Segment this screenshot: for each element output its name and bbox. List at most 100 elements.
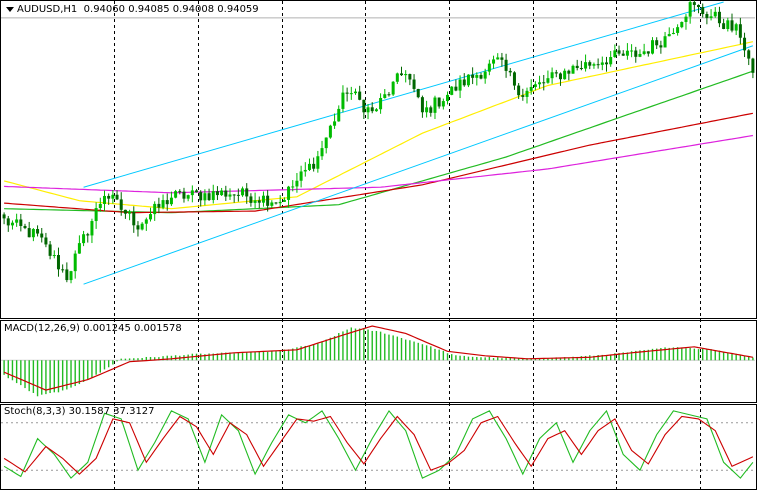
bear-candle [508,70,512,73]
bear-candle [655,40,659,46]
bull-candle [190,190,194,196]
bull-candle [475,75,479,78]
bear-candle [408,74,412,80]
bull-candle [667,34,671,37]
bull-candle [295,180,299,187]
channel-upper-line [83,1,724,188]
bear-candle [236,194,240,196]
bear-candle [747,50,751,59]
bear-candle [517,85,521,96]
bull-candle [98,203,102,209]
bull-candle [77,243,81,254]
bull-candle [492,59,496,64]
bull-candle [186,195,190,199]
bull-candle [571,65,575,74]
bear-candle [738,24,742,38]
main-pane-frame [0,0,757,319]
bull-candle [320,148,324,157]
bull-candle [324,137,328,149]
bull-candle [299,171,303,181]
bull-candle [203,193,207,201]
bear-candle [512,72,516,86]
bull-candle [52,255,56,257]
bull-candle [713,11,717,17]
bear-candle [722,23,726,29]
bull-candle [383,94,387,99]
bear-candle [65,269,69,281]
bull-candle [458,79,462,91]
bear-candle [358,91,362,100]
bear-candle [27,228,31,238]
bull-candle [174,191,178,198]
stoch-signal-line [3,415,754,475]
bear-candle [646,51,650,54]
bull-candle [31,229,35,238]
bear-candle [659,45,663,48]
bull-candle [94,208,98,222]
bear-candle [567,70,571,74]
bear-candle [579,68,583,70]
bear-candle [588,62,592,66]
bull-candle [282,199,286,202]
bull-candle [533,84,537,87]
bear-candle [717,11,721,24]
bear-candle [617,50,621,54]
bull-candle [333,121,337,126]
bear-candle [123,209,127,214]
bear-candle [416,88,420,98]
bull-candle [349,93,353,95]
bull-candle [140,223,144,230]
bear-candle [370,107,374,112]
bull-candle [307,163,311,170]
bull-candle [684,16,688,22]
channel-lower-line [83,45,754,285]
bear-candle [23,225,27,229]
symbol-label: AUDUSD,H1 [17,4,78,15]
bull-candle [404,74,408,76]
bull-candle [546,78,550,83]
macd-pane-frame [0,320,757,403]
bull-candle [483,71,487,79]
bear-candle [36,229,40,234]
bear-candle [362,99,366,113]
bull-candle [600,62,604,65]
bear-candle [215,191,219,196]
bull-candle [291,186,295,188]
bear-candle [115,194,119,200]
bull-candle [441,101,445,107]
bear-candle [86,234,90,236]
bear-candle [462,79,466,86]
bear-candle [165,200,169,205]
bear-candle [500,57,504,60]
bear-candle [621,53,625,56]
bull-candle [278,201,282,204]
bear-candle [437,97,441,107]
bear-candle [701,7,705,15]
bear-candle [312,163,316,169]
macd-signal-line [3,325,754,391]
bear-candle [743,37,747,51]
bull-candle [630,50,634,52]
bull-candle [261,195,265,203]
bull-candle [82,234,86,244]
bull-candle [316,156,320,169]
bull-candle [592,64,596,66]
bull-candle [169,197,173,205]
bear-candle [604,62,608,65]
bull-candle [228,194,232,197]
open-value: 0.94060 [83,4,126,15]
bull-candle [433,97,437,113]
bear-candle [730,20,734,31]
high-value: 0.94085 [128,4,170,15]
bear-candle [182,191,186,199]
bull-candle [726,20,730,29]
bull-candle [220,190,224,196]
bear-candle [705,14,709,18]
bull-candle [651,40,655,54]
bear-candle [387,94,391,96]
bull-candle [466,74,470,86]
dropdown-triangle-icon[interactable] [6,6,14,12]
bear-candle [554,72,558,74]
bull-candle [15,219,19,223]
